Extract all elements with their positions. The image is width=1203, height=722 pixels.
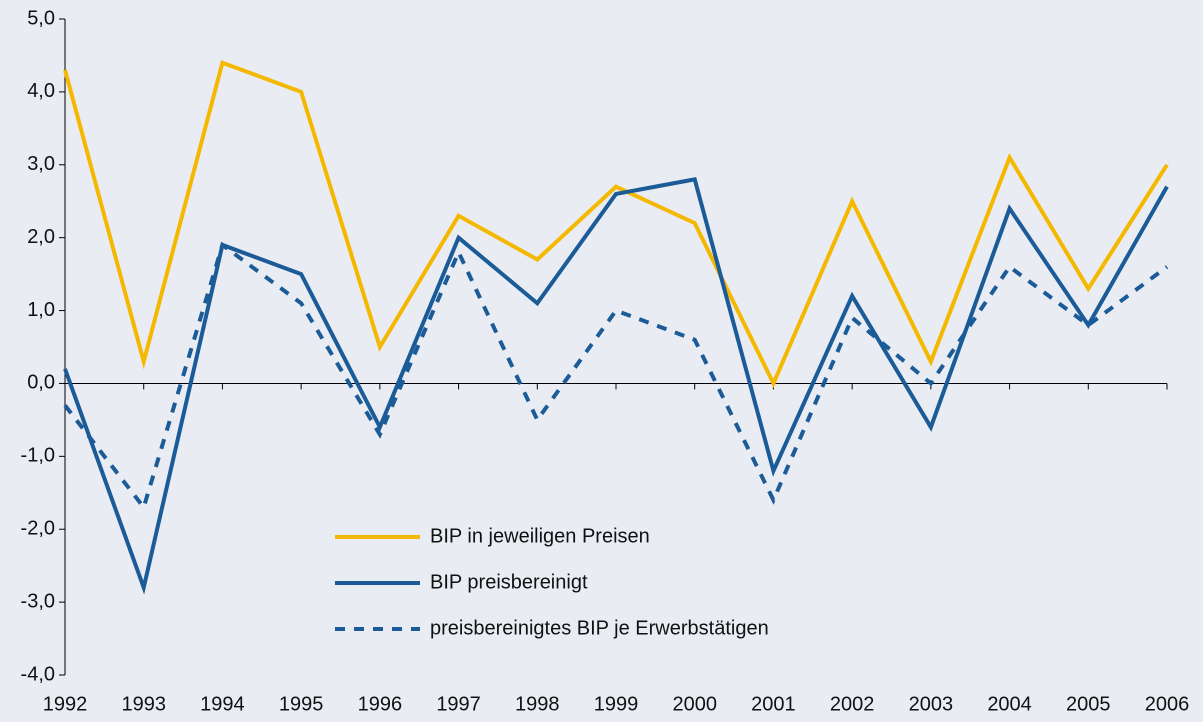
x-tick-label: 2004 [987,693,1032,715]
y-tick-label: 4,0 [27,80,55,102]
y-tick-label: 5,0 [27,7,55,29]
y-tick-label: 0,0 [27,372,55,394]
y-tick-label: -4,0 [21,663,55,685]
y-tick-label: -2,0 [21,518,55,540]
x-tick-label: 2001 [751,693,796,715]
series-line [63,241,1169,512]
series-line [63,177,1169,595]
legend-label: preisbereinigtes BIP je Erwerbstätigen [430,617,769,639]
y-tick-label: -3,0 [21,590,55,612]
x-tick-label: 1994 [200,693,245,715]
y-tick-label: 2,0 [27,226,55,248]
series-line [63,60,1169,389]
x-tick-label: 1997 [436,693,481,715]
x-tick-label: 1992 [43,693,88,715]
legend-label: BIP in jeweiligen Preisen [430,525,650,547]
x-tick-label: 1995 [279,693,324,715]
x-tick-label: 2000 [672,693,717,715]
x-tick-label: 1996 [358,693,403,715]
x-tick-label: 2003 [909,693,954,715]
y-tick-label: -1,0 [21,445,55,467]
x-tick-label: 2006 [1145,693,1190,715]
y-tick-label: 3,0 [27,153,55,175]
x-tick-label: 1993 [121,693,166,715]
x-tick-label: 2005 [1066,693,1111,715]
y-tick-label: 1,0 [27,299,55,321]
x-tick-label: 1998 [515,693,560,715]
x-tick-label: 2002 [830,693,875,715]
x-tick-label: 1999 [594,693,639,715]
legend-label: BIP preisbereinigt [430,571,588,593]
